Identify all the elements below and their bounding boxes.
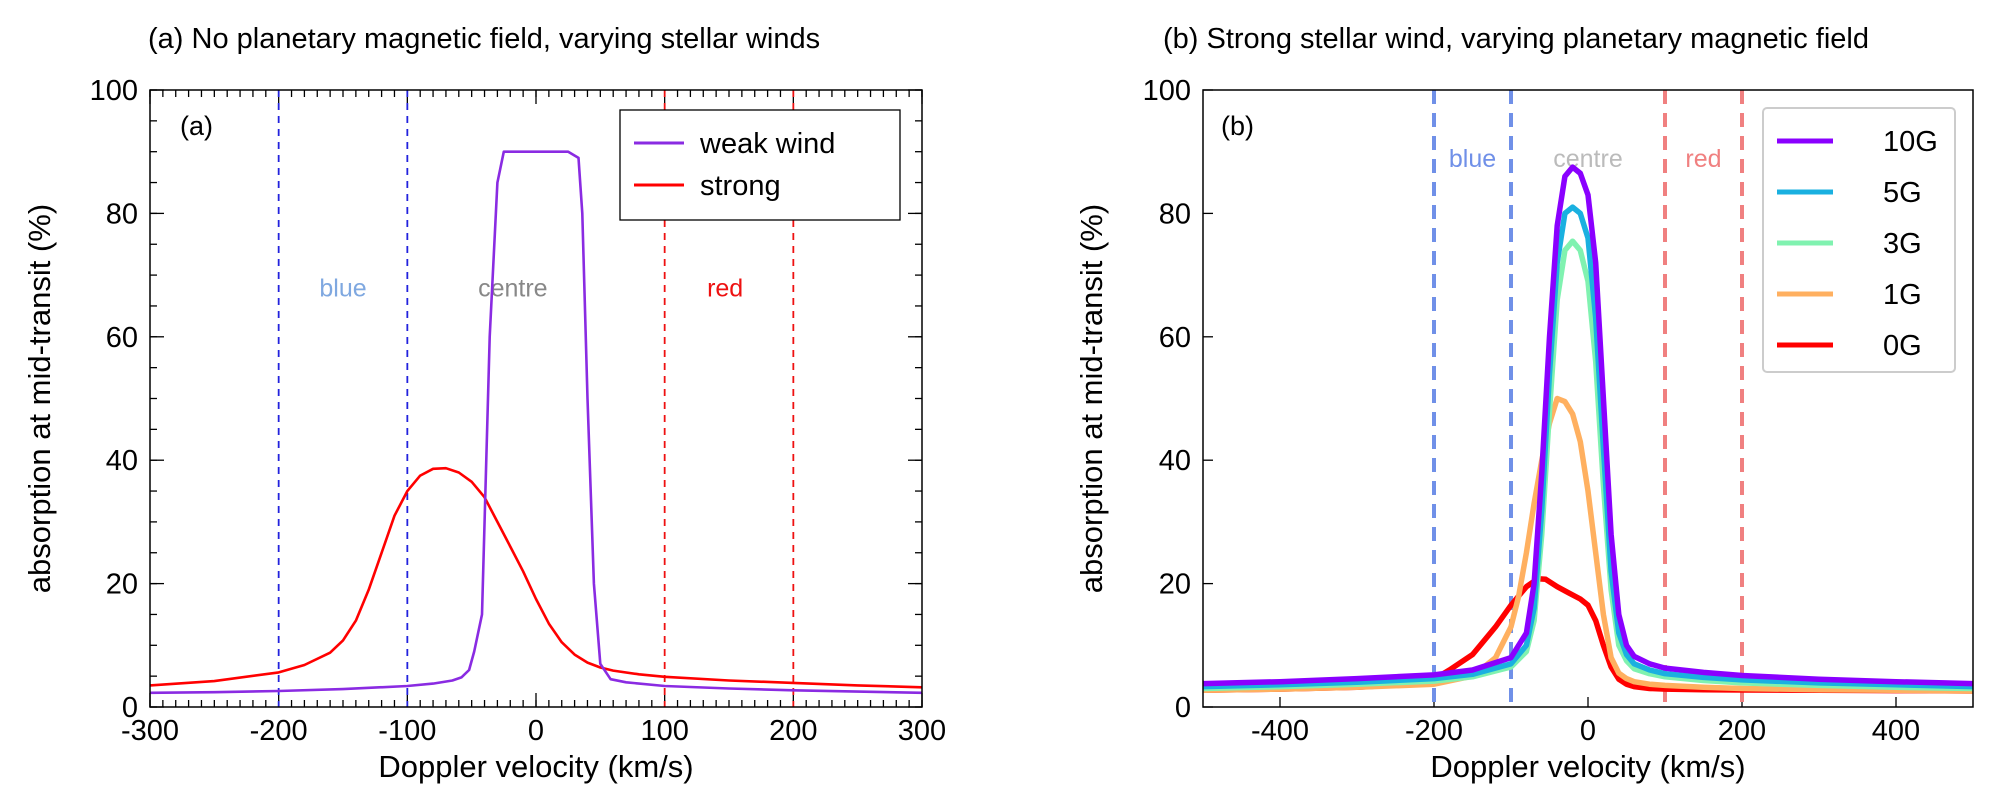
panel-a-x-tick-label: -200 xyxy=(250,715,308,747)
panel-a-legend-label: strong xyxy=(700,170,781,202)
panel-b-y-tick-label: 60 xyxy=(1159,322,1191,354)
panel-b-x-tick-label: 200 xyxy=(1718,715,1766,747)
panel-b-legend-label: 10G xyxy=(1883,126,1938,158)
panel-b-y-tick-label: 80 xyxy=(1159,198,1191,230)
panel-a-plot-frame xyxy=(149,89,923,708)
panel-b-series-1g xyxy=(1203,395,1973,694)
panel-b-title: (b) Strong stellar wind, varying planeta… xyxy=(1163,23,1869,55)
panel-b-x-tick-label: 0 xyxy=(1580,715,1596,747)
panel-a-series-weak-wind xyxy=(150,150,922,695)
panel-a-ylabel: absorption at mid-transit (%) xyxy=(22,204,57,593)
panel-a-y-tick-label: 80 xyxy=(106,198,138,230)
panel-a-legend: weak wind strong xyxy=(619,109,901,221)
panel-b-legend-label: 5G xyxy=(1883,177,1922,209)
panel-a-y-tick-label: 0 xyxy=(122,692,138,724)
panel-b-y-tick-label: 20 xyxy=(1159,569,1191,601)
panel-a-x-tick-label: -300 xyxy=(121,715,179,747)
panel-a: (a) No planetary magnetic field, varying… xyxy=(22,23,946,784)
panel-b-region-label-centre: centre xyxy=(1553,145,1622,173)
panel-a-legend-label: weak wind xyxy=(699,128,835,160)
panel-b-legend-box xyxy=(1762,107,1956,373)
panel-a-y-tick-label: 20 xyxy=(106,569,138,601)
panel-b-plot-frame xyxy=(1202,89,1974,708)
panel-b-x-tick-label: -200 xyxy=(1405,715,1463,747)
panel-b-region-label-red: red xyxy=(1685,145,1721,173)
panel-a-title: (a) No planetary magnetic field, varying… xyxy=(148,23,820,55)
panel-b-x-tick-label: -400 xyxy=(1251,715,1309,747)
panel-b-region-label-blue: blue xyxy=(1449,145,1496,173)
panel-a-region-label-red: red xyxy=(707,274,743,302)
panel-a-x-tick-label: 100 xyxy=(640,715,688,747)
panel-a-xlabel: Doppler velocity (km/s) xyxy=(378,749,693,784)
panel-b-legend-label: 3G xyxy=(1883,228,1922,260)
panel-b-legend: 10G 5G 3G 1G 0G xyxy=(1762,107,1956,373)
panel-b-series-0g xyxy=(1203,575,1973,694)
panel-b-y-tick-label: 40 xyxy=(1159,445,1191,477)
panel-a-region-label-centre: centre xyxy=(478,274,547,302)
panel-b-legend-label: 1G xyxy=(1883,279,1922,311)
panel-a-x-tick-label: 0 xyxy=(528,715,544,747)
panel-b-ylabel: absorption at mid-transit (%) xyxy=(1074,204,1109,593)
panel-a-series-strong xyxy=(150,466,922,689)
panel-b-x-tick-label: 400 xyxy=(1872,715,1920,747)
panel-b-legend-label: 0G xyxy=(1883,330,1922,362)
panel-a-y-tick-label: 100 xyxy=(90,75,138,107)
panel-b-series-10g xyxy=(1203,164,1973,687)
panel-a-region-label-blue: blue xyxy=(319,274,366,302)
panel-b-y-tick-label: 0 xyxy=(1175,692,1191,724)
panel-a-legend-box xyxy=(619,109,901,221)
panel-b-series-5g xyxy=(1203,204,1973,690)
panel-a-tag: (a) xyxy=(180,111,213,141)
panel-b-tag: (b) xyxy=(1221,111,1254,141)
panel-a-y-tick-label: 40 xyxy=(106,445,138,477)
panel-a-x-tick-label: -100 xyxy=(378,715,436,747)
panel-a-y-tick-label: 60 xyxy=(106,322,138,354)
panel-b-y-tick-label: 100 xyxy=(1143,75,1191,107)
panel-b: (b) Strong stellar wind, varying planeta… xyxy=(1074,23,1974,784)
panel-b-xlabel: Doppler velocity (km/s) xyxy=(1430,749,1745,784)
panel-a-x-tick-label: 300 xyxy=(898,715,946,747)
panel-a-x-tick-label: 200 xyxy=(769,715,817,747)
